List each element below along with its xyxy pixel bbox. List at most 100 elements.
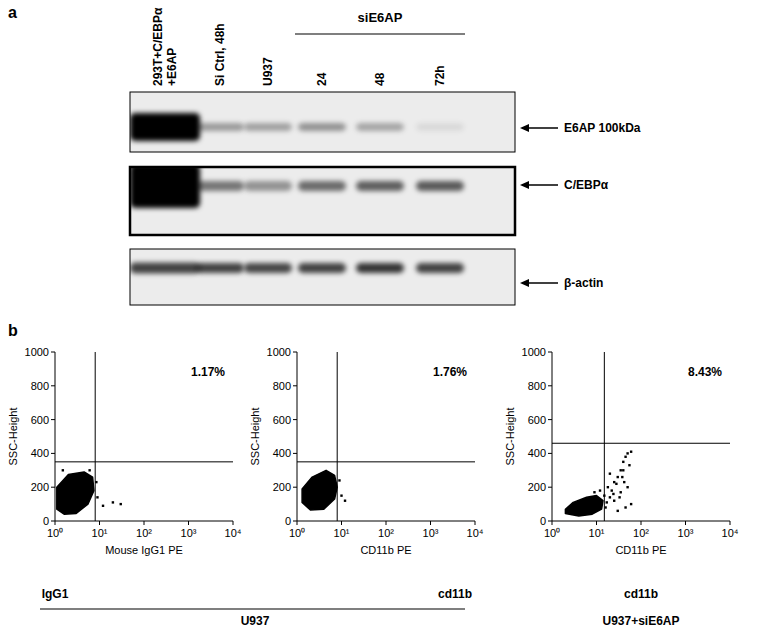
event-point — [623, 481, 625, 483]
event-point — [626, 452, 628, 454]
y-axis — [297, 352, 298, 521]
y-tick — [548, 521, 552, 522]
lane-label: 48 — [373, 72, 387, 86]
lane-label-text: 72h — [433, 65, 447, 86]
scatter-plot: 0200400600800100010⁰10¹10²10³10⁴Mouse Ig… — [7, 346, 242, 556]
event-point — [62, 469, 64, 471]
y-tick — [293, 385, 297, 386]
event-point — [630, 451, 632, 453]
scatter-plot: 0200400600800100010⁰10¹10²10³10⁴CD11b PE… — [504, 346, 739, 556]
event-point — [617, 510, 619, 512]
y-axis-label: SSC-Height — [7, 407, 19, 465]
y-axis — [55, 352, 56, 521]
x-tick — [233, 521, 234, 525]
y-tick-label: 200 — [528, 481, 546, 493]
lane-label-text: 24 — [315, 72, 329, 86]
y-tick — [51, 487, 55, 488]
x-tick — [685, 521, 686, 525]
y-tick-label: 400 — [528, 447, 546, 459]
population-cloud — [565, 496, 603, 516]
event-point — [620, 491, 622, 493]
band — [356, 123, 404, 131]
x-axis-label: Mouse IgG1 PE — [105, 544, 183, 556]
sample-label: IgG1 — [42, 587, 69, 601]
quadrant-percent: 1.17% — [191, 365, 225, 379]
event-point — [102, 505, 104, 507]
y-tick — [293, 352, 297, 353]
x-tick-label: 10⁰ — [544, 527, 560, 539]
y-tick-label: 1000 — [522, 346, 546, 358]
lane-label: 72h — [433, 65, 447, 86]
x-tick-label: 10³ — [181, 527, 197, 539]
band — [130, 167, 200, 208]
x-tick-label: 10² — [136, 527, 152, 539]
data-group — [297, 352, 475, 521]
event-point — [620, 469, 622, 471]
band — [196, 181, 244, 191]
lane-label-text: 48 — [373, 72, 387, 86]
bands — [130, 113, 464, 141]
band — [416, 181, 464, 191]
x-tick — [144, 521, 145, 525]
lane-label-text: Si Ctrl, 48h — [213, 23, 227, 86]
x-tick-label: 10³ — [678, 527, 694, 539]
band — [298, 181, 346, 191]
row-label: E6AP 100kDa — [564, 121, 641, 135]
x-tick — [641, 521, 642, 525]
band — [196, 123, 244, 131]
arrow-head — [520, 279, 529, 287]
event-point — [612, 493, 614, 495]
y-tick-label: 400 — [31, 447, 49, 459]
x-tick — [430, 521, 431, 525]
y-tick — [293, 453, 297, 454]
y-tick-label: 1000 — [267, 346, 291, 358]
data-group — [55, 352, 233, 521]
gate-horizontal — [297, 461, 475, 462]
y-tick — [548, 352, 552, 353]
band — [298, 123, 346, 131]
gate-horizontal — [55, 461, 233, 462]
event-point — [621, 476, 623, 478]
data-group — [552, 352, 730, 521]
quadrant-percent: 1.76% — [433, 365, 467, 379]
event-point — [120, 503, 122, 505]
band — [130, 113, 200, 141]
x-tick-label: 10² — [633, 527, 649, 539]
group-label: siE6AP — [358, 10, 403, 25]
event-point — [617, 476, 619, 478]
scatter-plot: 0200400600800100010⁰10¹10²10³10⁴CD11b PE… — [249, 346, 484, 556]
x-axis-label: CD11b PE — [360, 544, 411, 556]
event-point — [112, 501, 114, 503]
y-tick — [293, 521, 297, 522]
y-tick-label: 200 — [31, 481, 49, 493]
population-cloud — [57, 472, 94, 514]
y-tick — [51, 453, 55, 454]
band — [416, 263, 464, 273]
row-label: β-actin — [564, 276, 603, 290]
lane-label-text: 293T+C/EBPα — [151, 7, 165, 86]
event-point — [609, 472, 611, 474]
arrow-head — [520, 124, 529, 132]
event-point — [622, 461, 624, 463]
event-point — [630, 503, 632, 505]
y-tick-label: 800 — [273, 380, 291, 392]
bands — [130, 167, 464, 208]
y-tick-label: 600 — [31, 414, 49, 426]
sample-label: cd11b — [438, 587, 472, 601]
gate-vertical — [337, 352, 338, 521]
y-tick-label: 0 — [540, 515, 546, 527]
y-tick-label: 600 — [528, 414, 546, 426]
event-point — [622, 469, 624, 471]
y-tick — [51, 352, 55, 353]
y-tick — [51, 521, 55, 522]
band — [130, 263, 200, 274]
y-tick — [293, 419, 297, 420]
x-tick — [475, 521, 476, 525]
event-point — [607, 486, 609, 488]
x-tick-label: 10¹ — [334, 527, 350, 539]
panel-label: a — [8, 4, 17, 21]
event-point — [609, 496, 611, 498]
group-line — [40, 608, 465, 609]
band — [244, 123, 292, 131]
x-tick-label: 10⁰ — [289, 527, 305, 539]
